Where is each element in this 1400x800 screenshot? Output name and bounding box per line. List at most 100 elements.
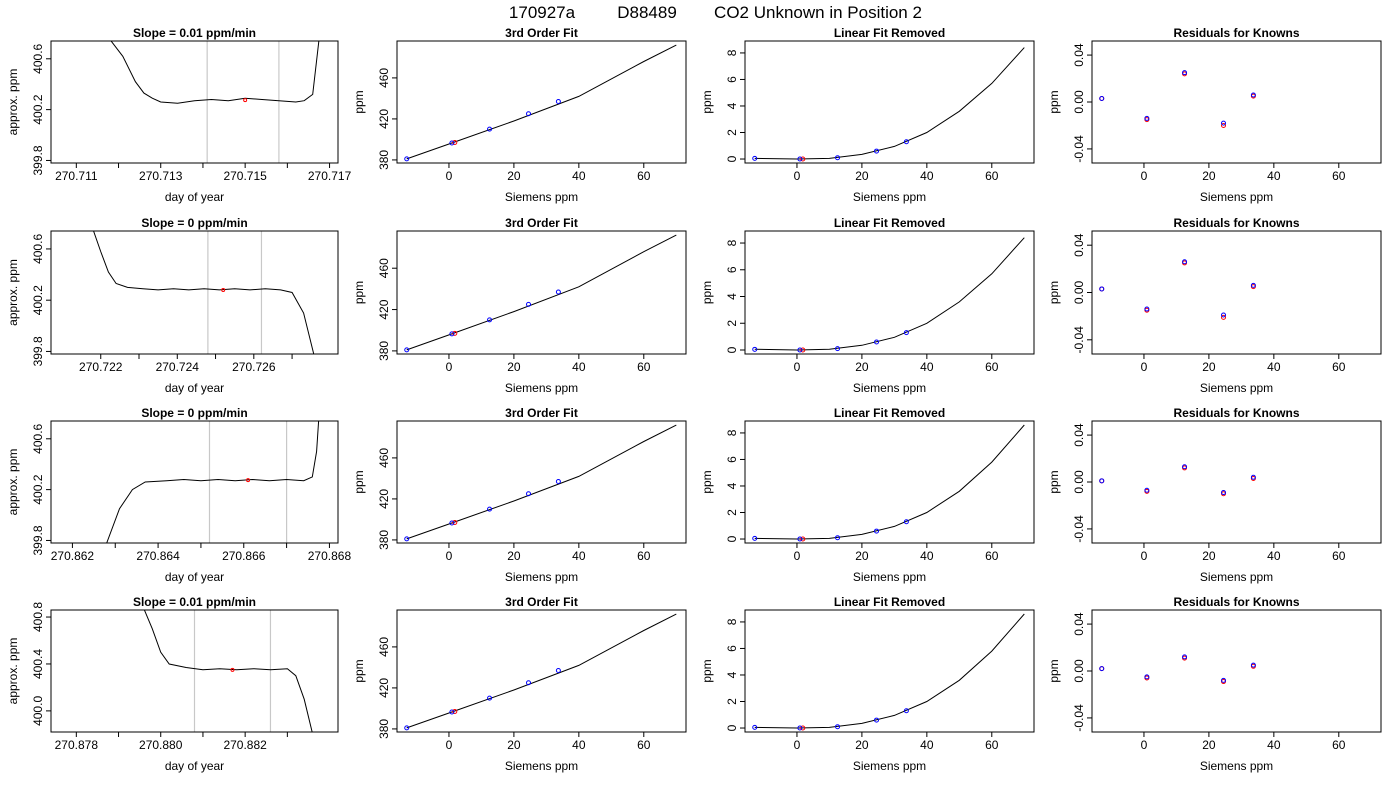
x-tick-label: 270.722 bbox=[79, 360, 123, 374]
known-point bbox=[874, 528, 880, 534]
known-point bbox=[1250, 662, 1256, 668]
known-point bbox=[1099, 286, 1105, 292]
y-tick-label: 400.8 bbox=[31, 602, 45, 632]
x-axis-label: day of year bbox=[165, 759, 224, 773]
y-tick-label: 4 bbox=[725, 102, 739, 109]
plot-frame bbox=[50, 230, 339, 355]
x-axis-label: Siemens ppm bbox=[505, 570, 578, 584]
x-tick-label: 270.726 bbox=[232, 360, 276, 374]
x-tick-label: 60 bbox=[985, 738, 999, 752]
x-tick-label: 270.866 bbox=[222, 549, 266, 563]
y-axis-label: ppm bbox=[700, 281, 714, 304]
panel-title: Residuals for Knowns bbox=[1173, 26, 1299, 40]
y-tick-label: 0.00 bbox=[1072, 280, 1086, 304]
x-tick-label: 20 bbox=[507, 738, 521, 752]
y-tick-label: 0.00 bbox=[1072, 659, 1086, 683]
known-point bbox=[487, 126, 493, 132]
plot-frame bbox=[396, 40, 687, 164]
x-tick-label: 40 bbox=[1267, 549, 1281, 563]
panel-3-2: 0 20 40 60 380 420 460 3rd Order Fit Siemens ppm… bbox=[352, 406, 687, 584]
plot-frame bbox=[396, 420, 687, 544]
x-tick-label: 20 bbox=[1202, 738, 1216, 752]
x-axis-label: day of year bbox=[165, 570, 224, 584]
unknown-point bbox=[1221, 122, 1227, 128]
x-tick-label: 40 bbox=[572, 549, 586, 563]
nonlinear-residual-curve bbox=[754, 237, 1025, 351]
known-point bbox=[1144, 115, 1150, 121]
x-tick-label: 270.882 bbox=[223, 738, 267, 752]
x-tick-label: 0 bbox=[446, 360, 453, 374]
panel-title: Residuals for Knowns bbox=[1173, 406, 1299, 420]
figure-title-instrument: D88489 bbox=[617, 3, 677, 22]
y-tick-label: 6 bbox=[725, 645, 739, 652]
known-point bbox=[555, 98, 561, 104]
x-axis-label: Siemens ppm bbox=[853, 570, 926, 584]
known-point bbox=[752, 346, 758, 352]
unknown-point bbox=[800, 725, 806, 731]
known-point bbox=[835, 155, 841, 161]
known-point bbox=[835, 724, 841, 730]
y-tick-label: 2 bbox=[725, 509, 739, 516]
known-point bbox=[1182, 654, 1188, 660]
y-tick-label: 2 bbox=[725, 320, 739, 327]
panel-title: Slope = 0.01 ppm/min bbox=[133, 26, 256, 40]
y-tick-label: 400.2 bbox=[31, 94, 45, 124]
x-axis-label: Siemens ppm bbox=[1200, 570, 1273, 584]
known-point bbox=[874, 717, 880, 723]
known-point bbox=[404, 725, 410, 731]
x-tick-label: 0 bbox=[1141, 360, 1148, 374]
y-tick-label: 0.04 bbox=[1072, 423, 1086, 447]
unknown-point bbox=[800, 347, 806, 353]
unknown-point bbox=[1221, 314, 1227, 320]
x-tick-label: 60 bbox=[1332, 549, 1346, 563]
y-tick-label: 420 bbox=[377, 109, 391, 129]
x-tick-label: 0 bbox=[446, 549, 453, 563]
y-tick-label: 399.8 bbox=[31, 336, 45, 366]
y-tick-label: 6 bbox=[725, 76, 739, 83]
x-tick-label: 0 bbox=[1141, 549, 1148, 563]
known-point bbox=[1099, 478, 1105, 484]
x-tick-label: 20 bbox=[507, 549, 521, 563]
known-point bbox=[555, 289, 561, 295]
x-tick-label: 20 bbox=[1202, 360, 1216, 374]
known-point bbox=[835, 535, 841, 541]
y-tick-label: 380 bbox=[377, 341, 391, 361]
x-tick-label: 0 bbox=[794, 738, 801, 752]
panel-title: 3rd Order Fit bbox=[505, 595, 578, 609]
x-tick-label: 40 bbox=[572, 738, 586, 752]
x-tick-label: 20 bbox=[855, 738, 869, 752]
unknown-marker bbox=[243, 98, 248, 103]
y-tick-label: 460 bbox=[377, 637, 391, 657]
x-tick-label: 40 bbox=[572, 360, 586, 374]
known-point bbox=[526, 491, 532, 497]
panel-title: 3rd Order Fit bbox=[505, 216, 578, 230]
panel-2-2: 0 20 40 60 380 420 460 3rd Order Fit Siemens ppm… bbox=[352, 216, 687, 395]
panel-title: Linear Fit Removed bbox=[834, 595, 945, 609]
y-tick-label: 400.4 bbox=[31, 649, 45, 679]
x-tick-label: 0 bbox=[1141, 169, 1148, 183]
x-tick-label: 60 bbox=[985, 549, 999, 563]
x-axis-label: Siemens ppm bbox=[505, 190, 578, 204]
y-tick-label: 0 bbox=[725, 346, 739, 353]
panel-title: Slope = 0 ppm/min bbox=[141, 216, 247, 230]
known-point bbox=[404, 536, 410, 542]
x-tick-label: 40 bbox=[572, 169, 586, 183]
y-tick-label: 0.04 bbox=[1072, 233, 1086, 257]
y-tick-label: 460 bbox=[377, 258, 391, 278]
panel-3-4: 0 20 40 60 -0.04 0.00 0.04 Residuals for Knowns… bbox=[1047, 406, 1382, 584]
y-tick-label: 4 bbox=[725, 671, 739, 678]
known-point bbox=[1221, 490, 1227, 496]
x-tick-label: 40 bbox=[1267, 169, 1281, 183]
plot-frame bbox=[396, 609, 687, 733]
y-tick-label: 6 bbox=[725, 456, 739, 463]
x-tick-label: 0 bbox=[794, 549, 801, 563]
y-tick-label: 0.04 bbox=[1072, 612, 1086, 636]
y-axis-label: ppm bbox=[1047, 281, 1061, 304]
unknown-point bbox=[452, 139, 458, 145]
plot-frame bbox=[744, 230, 1035, 355]
panel-title: 3rd Order Fit bbox=[505, 406, 578, 420]
plot-frame bbox=[744, 609, 1035, 733]
plot-frame bbox=[1091, 230, 1382, 355]
y-tick-label: 8 bbox=[725, 618, 739, 625]
y-tick-label: 400.2 bbox=[31, 474, 45, 504]
